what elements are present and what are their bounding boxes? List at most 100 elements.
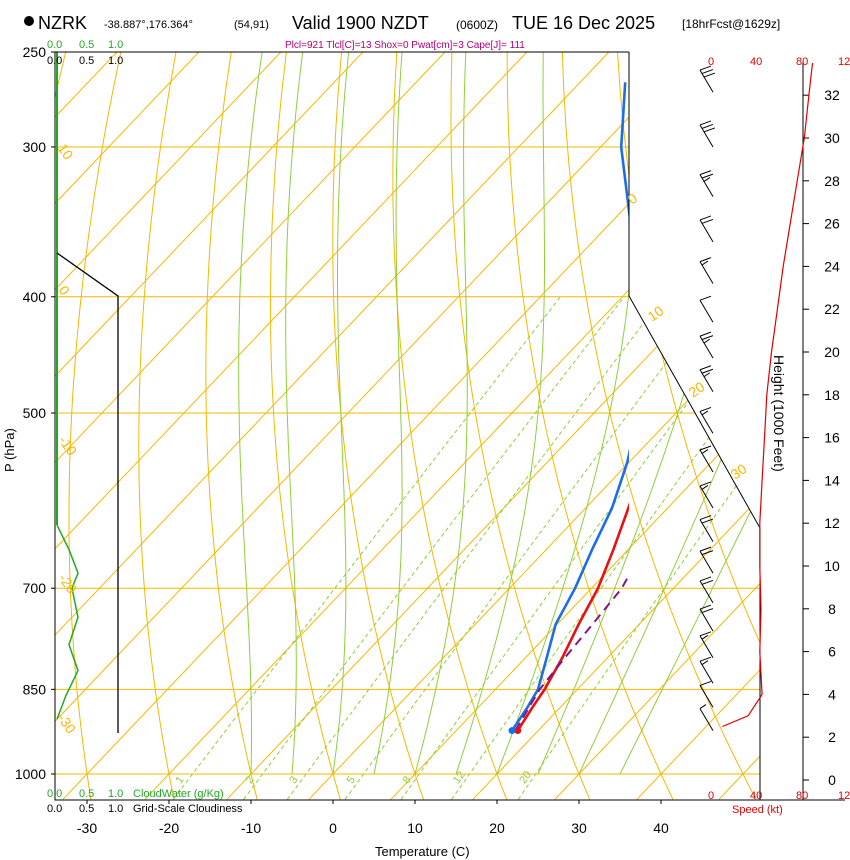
wind-barb-flag bbox=[701, 69, 714, 75]
height-label-14: 14 bbox=[824, 472, 840, 488]
wind-barb-flag bbox=[699, 170, 712, 176]
isotherm--10 bbox=[226, 52, 760, 800]
height-label-22: 22 bbox=[824, 301, 840, 317]
series-clip-group bbox=[510, 82, 629, 732]
mixing-ratio-label-1: 1 bbox=[173, 774, 186, 786]
wind-barb bbox=[699, 215, 714, 243]
moist-adiabat-15 bbox=[455, 52, 545, 775]
height-label-18: 18 bbox=[824, 387, 840, 403]
height-label-32: 32 bbox=[824, 87, 840, 103]
wind-barb bbox=[699, 631, 714, 659]
moist-adiabat-5 bbox=[373, 52, 403, 775]
wind-barb-flag bbox=[701, 660, 709, 666]
isotherm--50 bbox=[55, 52, 610, 800]
cloud-water-scale-1: 1.0 bbox=[108, 788, 123, 800]
forecast-label: [18hrFcst@1629z] bbox=[682, 17, 780, 31]
mixing-ratio-label-20: 20 bbox=[517, 769, 534, 786]
cloudiness-scale-top-05: 0.5 bbox=[79, 55, 94, 67]
p-tick-label-250: 250 bbox=[23, 44, 47, 60]
series-temperature bbox=[516, 502, 629, 732]
dry-adiabat-100 bbox=[838, 52, 850, 799]
wind-barb bbox=[699, 656, 714, 684]
cloud-water-scale-top-1: 1.0 bbox=[108, 39, 123, 51]
cloudiness-label: Grid-Scale Cloudiness bbox=[133, 803, 243, 815]
wind-barb bbox=[699, 445, 714, 473]
x-tick-label-5: 20 bbox=[489, 820, 505, 836]
x-tick-label-7: 40 bbox=[653, 820, 669, 836]
wind-barb-flag bbox=[703, 72, 716, 78]
cloud-water-line bbox=[56, 524, 79, 720]
p-tick-label-850: 850 bbox=[23, 681, 47, 697]
moist-adiabat--5 bbox=[285, 52, 304, 775]
moist-adiabat--10 bbox=[238, 52, 263, 775]
x-tick-label-6: 30 bbox=[571, 820, 587, 836]
wind-barb bbox=[699, 406, 714, 434]
speed-tick-120: 120 bbox=[838, 790, 850, 802]
height-label-20: 20 bbox=[824, 344, 840, 360]
mixing-ratio-label-2: 2 bbox=[244, 774, 257, 786]
speed-tick-top-0: 0 bbox=[708, 56, 714, 68]
wind-barb-flag bbox=[699, 515, 712, 521]
speed-axis-title: Speed (kt) bbox=[732, 804, 783, 816]
wind-barb bbox=[699, 65, 716, 93]
height-label-8: 8 bbox=[828, 601, 836, 617]
isotherm-30 bbox=[554, 52, 760, 800]
dry-adiabat-20 bbox=[392, 52, 508, 800]
wind-barb-flag bbox=[701, 218, 714, 224]
isotherm--80 bbox=[55, 52, 364, 800]
cloud-water-scale-top-0: 0.0 bbox=[47, 39, 62, 51]
wind-barb-flag bbox=[701, 123, 714, 129]
speed-tick-40: 40 bbox=[750, 790, 762, 802]
height-label-12: 12 bbox=[824, 515, 840, 531]
cloudiness-scale-1: 1.0 bbox=[108, 803, 123, 815]
mixing-ratio-label-3: 3 bbox=[287, 774, 300, 786]
grid-clip-group bbox=[55, 52, 850, 800]
wind-barb bbox=[699, 257, 714, 284]
wind-barb bbox=[699, 481, 714, 509]
speed-tick-80: 80 bbox=[796, 790, 808, 802]
wind-barb-flag bbox=[701, 634, 709, 640]
height-label-0: 0 bbox=[828, 772, 836, 788]
mixing-ratio-label-5: 5 bbox=[345, 774, 358, 786]
station-coords: -38.887°,176.364° bbox=[104, 19, 193, 31]
wind-barb-flag bbox=[699, 704, 707, 709]
height-label-24: 24 bbox=[824, 258, 840, 274]
cloud-water-label: CloudWater (g/Kg) bbox=[133, 788, 224, 800]
wind-barb-staff bbox=[699, 685, 714, 708]
wind-barb-flag bbox=[699, 257, 712, 263]
cloudiness-scale-0: 0.0 bbox=[47, 803, 62, 815]
wind-barb-flag bbox=[699, 215, 712, 221]
series-dewpoint bbox=[510, 82, 629, 732]
wind-barb-flag bbox=[699, 406, 712, 412]
cloudiness-scale-top-0: 0.0 bbox=[47, 55, 62, 67]
wind-barb bbox=[699, 120, 716, 148]
height-axis-title: Height (1000 Feet) bbox=[771, 355, 787, 472]
dry-adiabat--20 bbox=[138, 52, 177, 800]
p-tick-label-400: 400 bbox=[23, 289, 47, 305]
isotherm--90 bbox=[55, 52, 282, 800]
cloudiness-scale-top-1: 1.0 bbox=[108, 55, 123, 67]
series-parcel bbox=[514, 572, 629, 732]
isotherm--100 bbox=[55, 52, 200, 800]
isotherm-20 bbox=[472, 52, 760, 800]
isotherm--30 bbox=[62, 52, 760, 800]
mixing-ratio-1 bbox=[172, 296, 561, 800]
wind-barb-flag bbox=[699, 576, 712, 582]
wind-barb-flag bbox=[701, 368, 714, 374]
station-dot-icon bbox=[24, 16, 34, 26]
wind-barb-flag bbox=[699, 365, 712, 371]
wind-barb-flag bbox=[701, 550, 714, 556]
wind-barb bbox=[699, 365, 714, 392]
moist-adiabat-0 bbox=[332, 52, 350, 775]
height-label-28: 28 bbox=[824, 173, 840, 189]
cloud-water-scale-05: 0.5 bbox=[79, 788, 94, 800]
speed-tick-top-120: 120 bbox=[838, 56, 850, 68]
speed-tick-0: 0 bbox=[708, 790, 714, 802]
wind-barb-staff bbox=[699, 708, 714, 731]
wind-barb bbox=[699, 515, 714, 542]
background-lines bbox=[55, 52, 850, 800]
wind-barb-flag bbox=[701, 335, 714, 341]
isotherm--40 bbox=[55, 52, 692, 800]
x-tick-label-2: -10 bbox=[241, 820, 261, 836]
isotherm-label-3: -20 bbox=[56, 571, 81, 597]
